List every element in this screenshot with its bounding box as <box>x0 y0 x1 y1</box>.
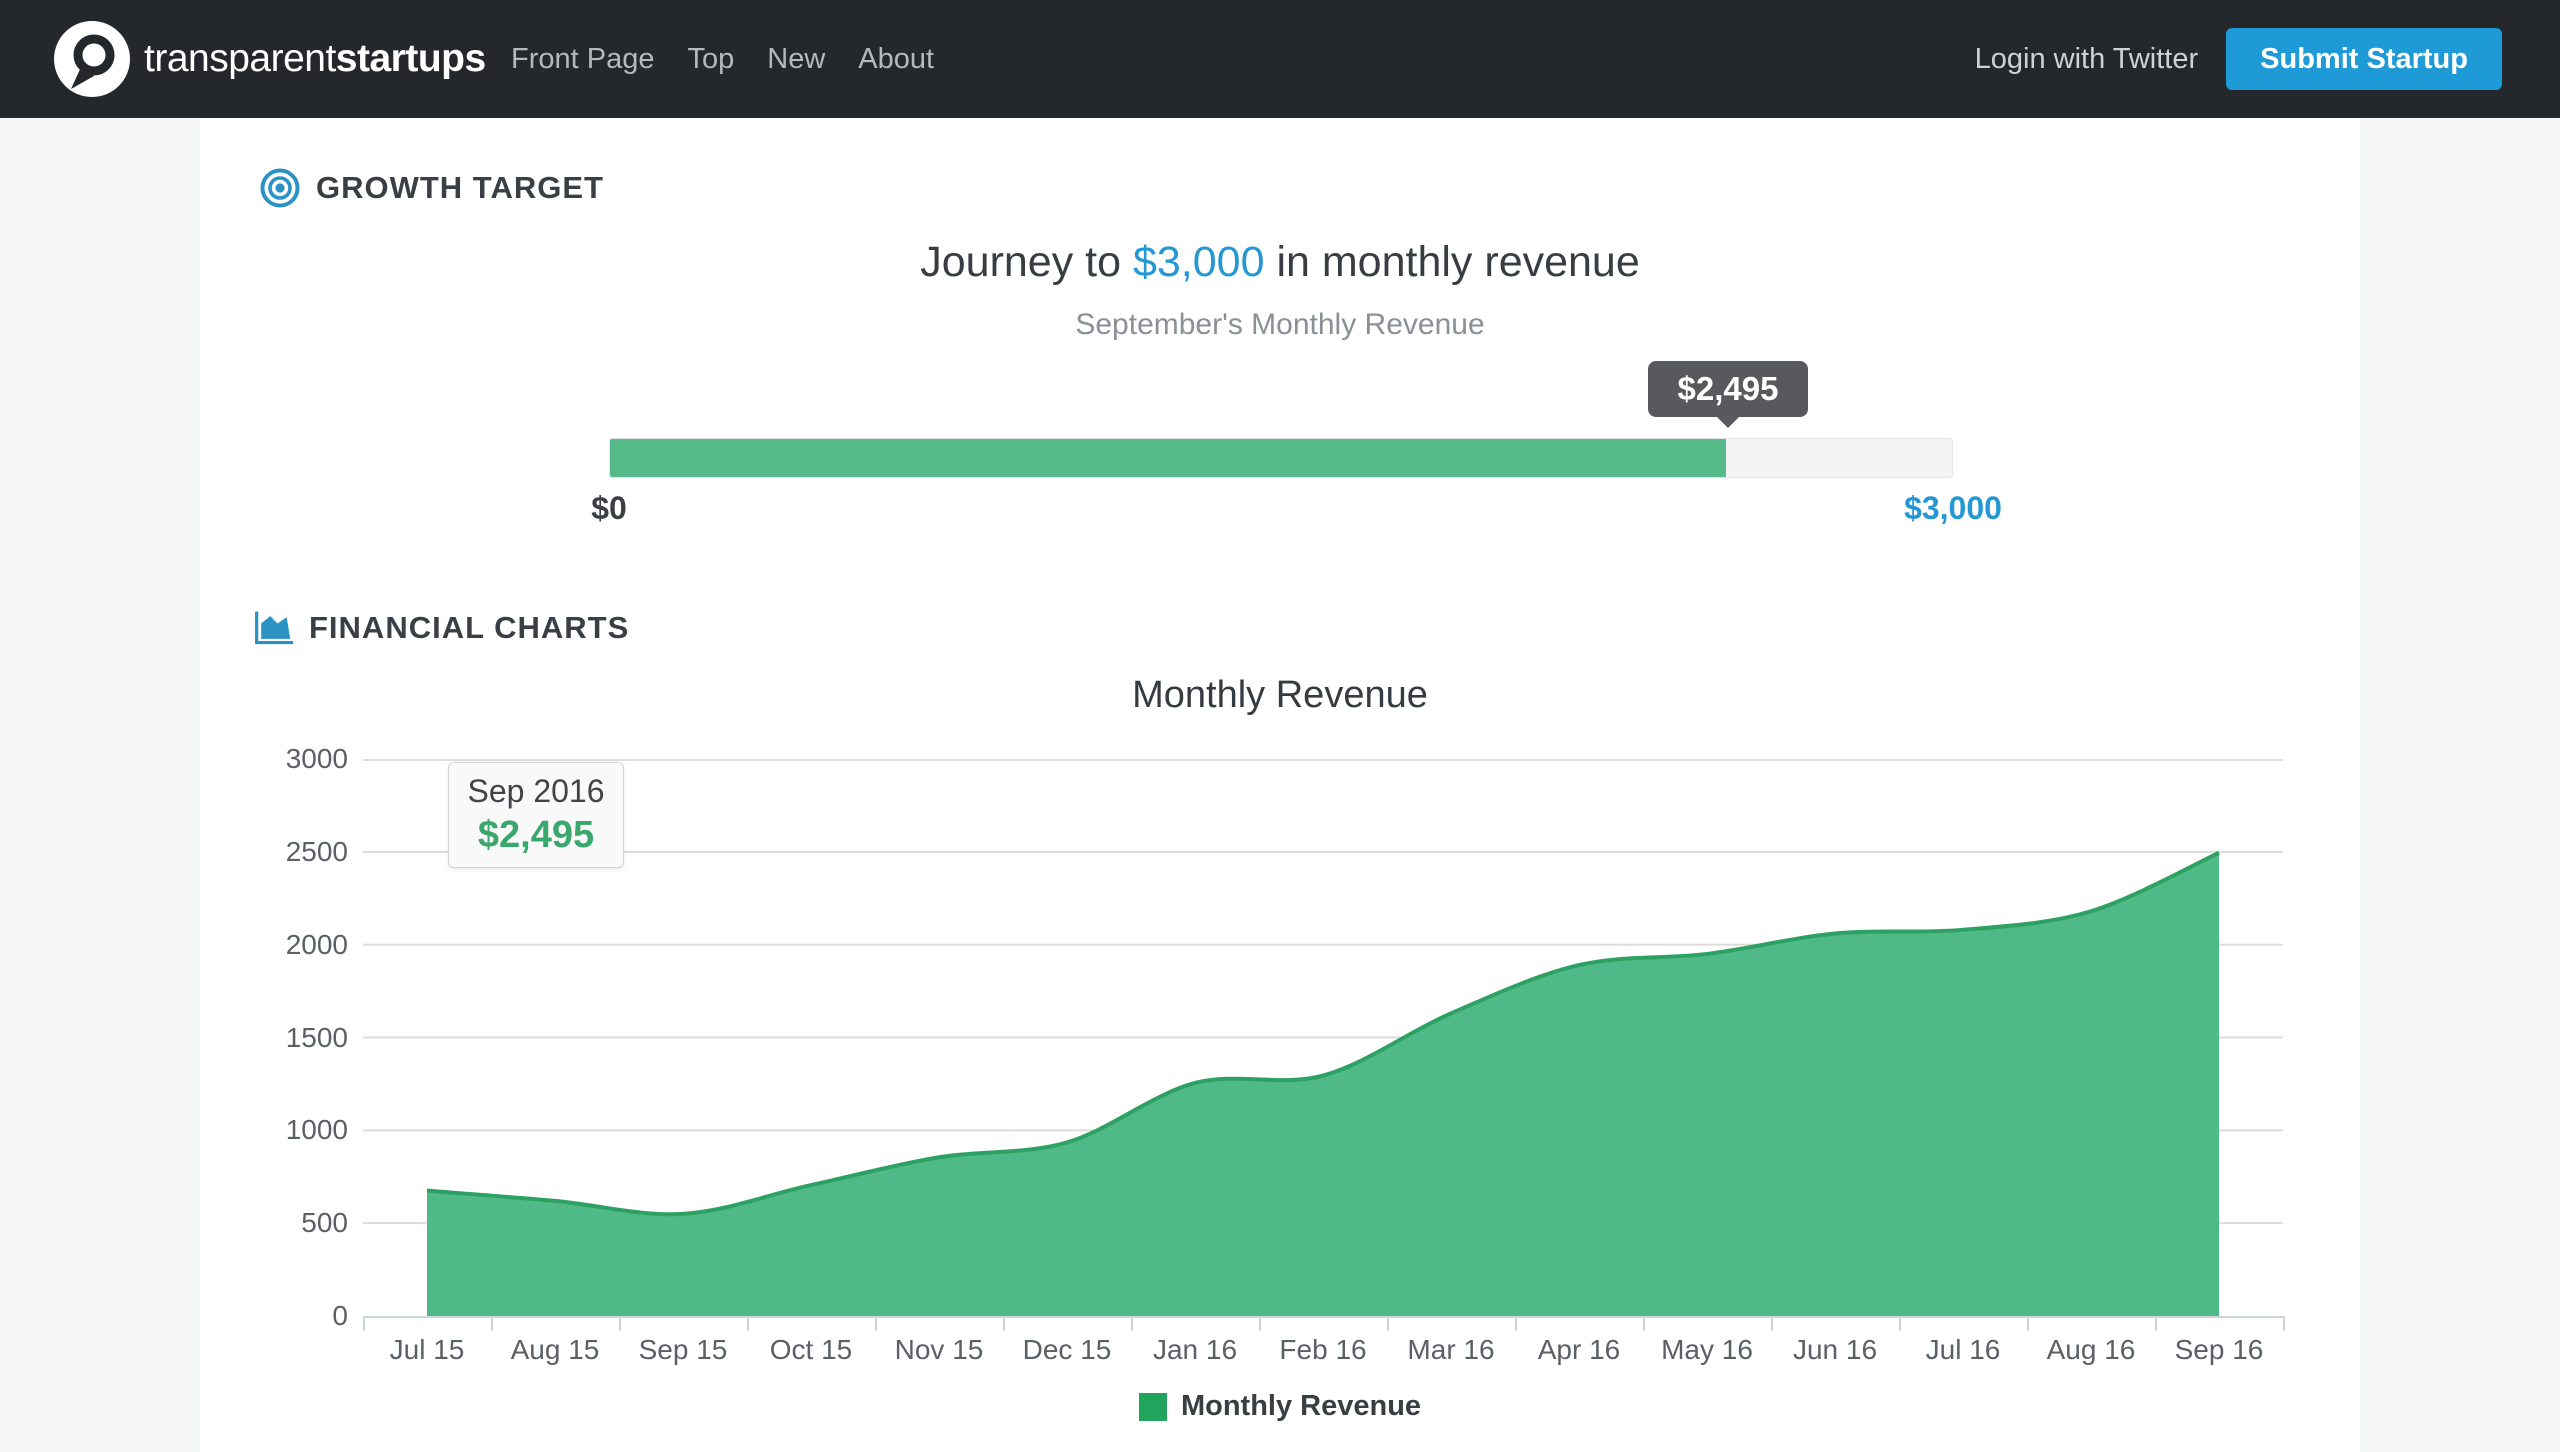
y-axis-label: 2500 <box>285 835 348 867</box>
legend-label: Monthly Revenue <box>1180 1390 1422 1422</box>
x-axis-label: Jul 16 <box>1925 1334 2001 1365</box>
progress-max-label: $3,000 <box>1904 490 2002 526</box>
progress-bar-fill <box>610 439 1727 477</box>
y-axis-label: 0 <box>332 1300 348 1331</box>
revenue-area-chart[interactable] <box>363 759 2283 1316</box>
logo-icon <box>54 21 130 97</box>
x-axis-labels: Jul 15 Aug 15 Sep 15 Oct 15 Nov 15 Dec 15 Jan … <box>363 1334 2283 1368</box>
chart-canvas <box>363 759 2283 1316</box>
y-axis-label: 2000 <box>285 928 348 960</box>
x-axis-tick <box>1131 1316 1133 1331</box>
x-axis-tick <box>363 1316 365 1331</box>
y-axis-label: 1000 <box>285 1114 348 1146</box>
x-axis-label: Jan 16 <box>1152 1334 1238 1365</box>
brand-logo[interactable]: transparentstartups <box>54 0 486 118</box>
x-axis-label: Jul 15 <box>389 1334 465 1365</box>
growth-subtitle: September's Monthly Revenue <box>1075 308 1485 341</box>
nav-link-new[interactable]: New <box>767 42 826 75</box>
x-axis-label: Sep 15 <box>638 1334 728 1365</box>
target-bullseye-icon <box>260 168 300 208</box>
financial-charts-header: FINANCIAL CHARTS <box>253 608 629 648</box>
x-axis-tick <box>2283 1316 2285 1331</box>
x-axis-label: May 16 <box>1661 1334 1753 1365</box>
x-axis-tick <box>2027 1316 2029 1331</box>
main-content: GROWTH TARGET Journey to $3,000 in month… <box>200 118 2360 1452</box>
growth-target-title: GROWTH TARGET <box>316 170 604 205</box>
progress-min-label: $0 <box>591 490 627 526</box>
nav-right: Login with Twitter Submit Startup <box>1975 0 2502 118</box>
login-with-twitter-link[interactable]: Login with Twitter <box>1974 42 2199 75</box>
brand-name: transparentstartups <box>144 37 486 80</box>
x-axis-label: Feb 16 <box>1279 1334 1367 1365</box>
chart-title: Monthly Revenue <box>1132 674 1428 716</box>
x-axis-ticks <box>363 1316 2285 1332</box>
y-axis-label: 500 <box>301 1207 348 1239</box>
x-axis-tick <box>1771 1316 1773 1331</box>
x-axis-tick <box>2155 1316 2157 1331</box>
x-axis-label: Sep 16 <box>2174 1334 2264 1365</box>
x-axis-label: Dec 15 <box>1022 1334 1112 1365</box>
x-axis-label: Jun 16 <box>1792 1334 1878 1365</box>
target-amount: $3,000 <box>1132 238 1265 286</box>
y-axis-label: 1500 <box>285 1021 348 1053</box>
x-axis-tick <box>875 1316 877 1331</box>
x-axis-line <box>363 1316 2285 1318</box>
y-axis-labels: 0 500 1000 1500 2000 2500 3000 <box>258 743 348 1331</box>
chart-tooltip: Sep 2016 $2,495 <box>448 762 624 868</box>
revenue-line <box>426 850 2220 1217</box>
progress-tooltip: $2,495 <box>1648 361 1808 417</box>
chart-legend: Monthly Revenue <box>200 1390 2360 1423</box>
x-axis-label: Nov 15 <box>894 1334 984 1365</box>
x-axis-tick <box>491 1316 493 1331</box>
growth-target-header: GROWTH TARGET <box>260 168 604 208</box>
x-axis-label: Mar 16 <box>1407 1334 1495 1365</box>
journey-heading: Journey to $3,000 in monthly revenue <box>920 238 1640 286</box>
x-axis-tick <box>1899 1316 1901 1331</box>
legend-swatch <box>1138 1392 1167 1421</box>
x-axis-label: Apr 16 <box>1537 1334 1621 1365</box>
x-axis-tick <box>1643 1316 1645 1331</box>
y-axis-label: 3000 <box>285 743 348 774</box>
nav-links: Front Page Top New About <box>511 0 934 118</box>
area-chart-icon <box>255 611 293 645</box>
x-axis-label: Aug 15 <box>510 1334 600 1365</box>
x-axis-tick <box>1515 1316 1517 1331</box>
x-axis-tick <box>1387 1316 1389 1331</box>
progress-bar <box>609 438 1953 478</box>
nav-link-front-page[interactable]: Front Page <box>511 42 655 75</box>
revenue-area-fill <box>427 852 2219 1316</box>
x-axis-tick <box>1003 1316 1005 1331</box>
nav-link-about[interactable]: About <box>858 42 935 75</box>
x-axis-label: Oct 15 <box>769 1334 853 1365</box>
x-axis-label: Aug 16 <box>2046 1334 2136 1365</box>
x-axis-tick <box>1259 1316 1261 1331</box>
x-axis-tick <box>747 1316 749 1331</box>
chart-tooltip-value: $2,495 <box>477 814 595 856</box>
x-axis-tick <box>619 1316 621 1331</box>
submit-startup-button[interactable]: Submit Startup <box>2226 28 2502 90</box>
financial-charts-title: FINANCIAL CHARTS <box>309 610 630 645</box>
chart-tooltip-label: Sep 2016 <box>467 773 605 809</box>
navbar: transparentstartups Front Page Top New A… <box>0 0 2560 118</box>
nav-link-top[interactable]: Top <box>687 42 735 75</box>
